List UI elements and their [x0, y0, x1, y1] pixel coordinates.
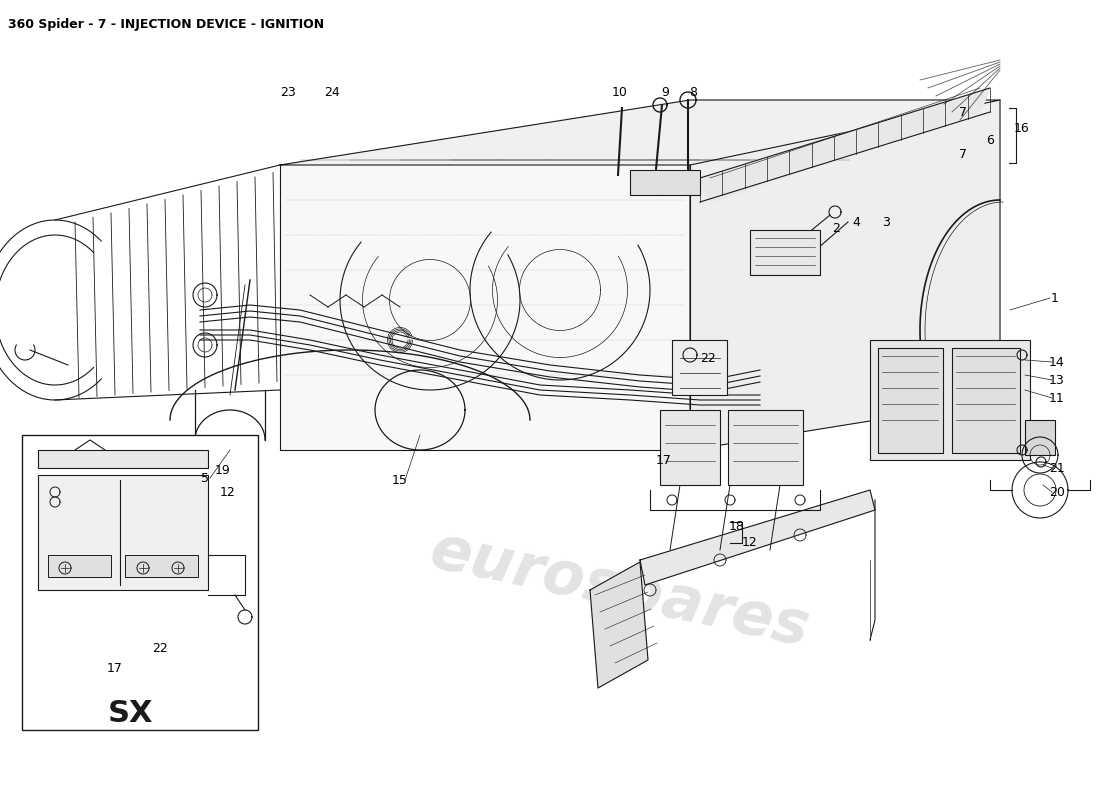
Text: 13: 13 [1049, 374, 1065, 386]
Text: 18: 18 [729, 521, 745, 534]
Text: 4: 4 [852, 215, 860, 229]
Polygon shape [640, 490, 874, 585]
Text: 2: 2 [832, 222, 840, 234]
Bar [48, 555, 111, 577]
Text: eurospares: eurospares [425, 521, 815, 659]
Text: 1: 1 [1052, 291, 1059, 305]
Text: 7: 7 [959, 106, 967, 119]
Text: 3: 3 [882, 215, 890, 229]
Text: 17: 17 [107, 662, 123, 674]
Polygon shape [700, 88, 990, 202]
Text: 12: 12 [220, 486, 235, 499]
Polygon shape [280, 100, 1000, 165]
Text: 360 Spider - 7 - INJECTION DEVICE - IGNITION: 360 Spider - 7 - INJECTION DEVICE - IGNI… [8, 18, 324, 31]
Bar [1025, 420, 1055, 455]
Text: 7: 7 [959, 149, 967, 162]
Polygon shape [690, 100, 1000, 450]
Bar [672, 340, 727, 395]
Bar [630, 170, 700, 195]
Bar [125, 555, 198, 577]
Text: 14: 14 [1049, 355, 1065, 369]
Text: 21: 21 [1049, 462, 1065, 474]
Bar [952, 348, 1020, 453]
Bar [39, 475, 208, 590]
Text: 22: 22 [152, 642, 168, 655]
Text: 16: 16 [1014, 122, 1030, 134]
Text: 10: 10 [612, 86, 628, 99]
Bar [878, 348, 943, 453]
Bar [660, 410, 720, 485]
Bar [870, 340, 1030, 460]
Text: 8: 8 [689, 86, 697, 99]
Text: 19: 19 [216, 465, 231, 478]
Text: 23: 23 [280, 86, 296, 98]
Polygon shape [280, 165, 690, 450]
Text: 12: 12 [742, 535, 758, 549]
Text: 6: 6 [986, 134, 994, 146]
Bar [22, 435, 258, 730]
Text: 17: 17 [656, 454, 672, 466]
Bar [750, 230, 820, 275]
Text: 5: 5 [201, 471, 209, 485]
Polygon shape [590, 562, 648, 688]
Text: 20: 20 [1049, 486, 1065, 498]
Text: 9: 9 [661, 86, 669, 99]
Bar [728, 410, 803, 485]
Text: 11: 11 [1049, 391, 1065, 405]
Text: 24: 24 [324, 86, 340, 98]
Text: 15: 15 [392, 474, 408, 486]
Bar [39, 450, 208, 468]
Text: SX: SX [108, 698, 153, 727]
Text: 22: 22 [700, 351, 716, 365]
